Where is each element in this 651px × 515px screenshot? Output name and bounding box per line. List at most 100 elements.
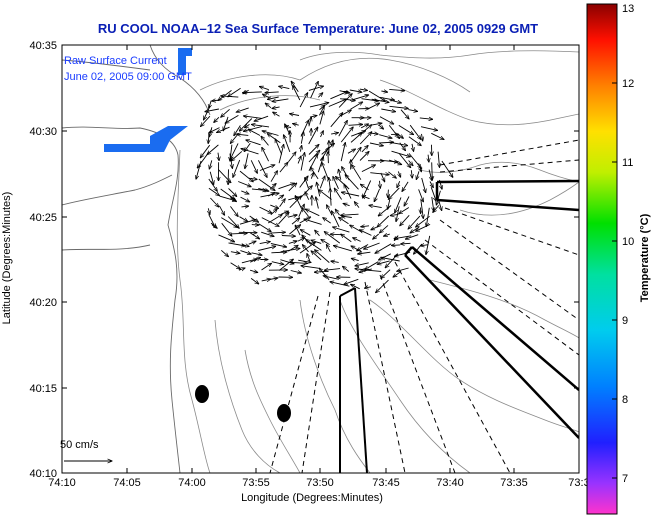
current-vector: [388, 171, 396, 178]
current-vector: [302, 208, 309, 217]
current-vector: [268, 192, 274, 197]
current-vector: [408, 215, 421, 229]
current-vector: [250, 160, 257, 173]
current-vector: [241, 190, 249, 194]
current-vector: [259, 87, 269, 91]
current-vector: [343, 266, 350, 272]
current-vector: [333, 227, 350, 233]
current-vector: [389, 105, 409, 108]
current-vector: [209, 127, 220, 133]
current-vector: [272, 98, 289, 102]
current-vector: [248, 129, 261, 136]
y-tick-label: 40:20: [29, 297, 57, 309]
current-vector: [380, 172, 385, 182]
colorbar: [586, 3, 618, 515]
current-vector: [441, 160, 453, 177]
current-vector: [278, 212, 290, 225]
current-vector: [355, 262, 369, 266]
current-vector: [218, 152, 219, 161]
current-vector: [272, 107, 280, 109]
current-vector: [370, 133, 379, 134]
current-vector: [430, 181, 433, 188]
x-tick-label: 73:35: [500, 477, 528, 489]
current-vector: [259, 165, 275, 171]
current-vector: [371, 98, 389, 102]
current-vector: [297, 238, 305, 242]
current-vector: [239, 170, 253, 182]
current-vector: [332, 211, 340, 228]
current-vector: [363, 180, 372, 199]
current-vector: [390, 214, 399, 215]
current-vector: [219, 205, 224, 216]
current-vector: [408, 160, 413, 166]
current-vector: [311, 251, 322, 261]
current-vector: [381, 91, 387, 92]
current-vector: [230, 252, 240, 254]
current-vector: [307, 254, 310, 262]
current-vector: [201, 115, 211, 126]
current-vector: [361, 165, 376, 173]
current-vector: [328, 99, 347, 107]
station-marker: [277, 404, 291, 422]
current-vector: [241, 259, 258, 264]
current-vector: [400, 214, 410, 225]
current-vector: [411, 170, 412, 178]
x-tick-label: 74:00: [178, 477, 206, 489]
coastline: [62, 45, 211, 473]
current-vector: [267, 134, 281, 144]
current-vector: [261, 136, 269, 146]
current-vector: [404, 196, 410, 207]
current-vector: [421, 177, 426, 193]
current-vector: [210, 222, 217, 228]
current-vector: [305, 192, 310, 200]
current-vector: [278, 259, 293, 271]
current-vector: [416, 215, 430, 227]
current-vector: [278, 144, 284, 164]
current-vector: [321, 239, 330, 245]
current-vector: [389, 99, 402, 103]
current-vector: [339, 217, 349, 225]
current-vector: [295, 196, 302, 209]
current-vector: [428, 169, 432, 181]
current-vector: [327, 205, 333, 216]
current-vector: [217, 126, 230, 132]
current-vector: [408, 110, 417, 112]
current-vector: [229, 196, 236, 202]
current-vector: [347, 149, 356, 154]
current-vector: [240, 250, 251, 255]
current-vector: [304, 219, 322, 225]
current-vector: [419, 118, 433, 119]
current-vector: [233, 159, 241, 177]
y-tick-label: 40:25: [29, 212, 57, 224]
current-vector: [245, 124, 250, 127]
current-vector: [265, 92, 279, 93]
current-vector: [426, 235, 431, 255]
current-vector: [239, 216, 248, 222]
legend-line-2: June 02, 2005 09:00 GMT: [64, 71, 192, 83]
current-vector: [378, 205, 392, 217]
current-vector: [405, 234, 419, 240]
colorbar-tick-label: 8: [622, 394, 628, 406]
current-vector: [298, 260, 311, 262]
current-vector: [288, 183, 297, 192]
current-vector: [359, 230, 372, 236]
current-vector: [370, 123, 382, 125]
current-vector: [279, 162, 288, 173]
current-vector: [310, 167, 319, 180]
current-vector: [364, 242, 380, 249]
current-vector: [298, 156, 301, 164]
current-vector: [317, 182, 321, 197]
current-vector: [333, 246, 353, 252]
current-vector: [381, 269, 391, 279]
current-vector: [330, 282, 350, 287]
current-vector: [339, 110, 352, 117]
current-vector: [293, 86, 301, 101]
current-vector: [279, 199, 286, 207]
current-vector: [262, 147, 270, 162]
current-vector: [261, 231, 274, 236]
x-tick-label: 73:50: [306, 477, 334, 489]
current-vector: [436, 190, 441, 205]
colorbar-ticks: 13 12 11 10 9 8 7: [612, 3, 634, 485]
current-vector: [340, 127, 353, 143]
current-vector: [242, 92, 262, 93]
